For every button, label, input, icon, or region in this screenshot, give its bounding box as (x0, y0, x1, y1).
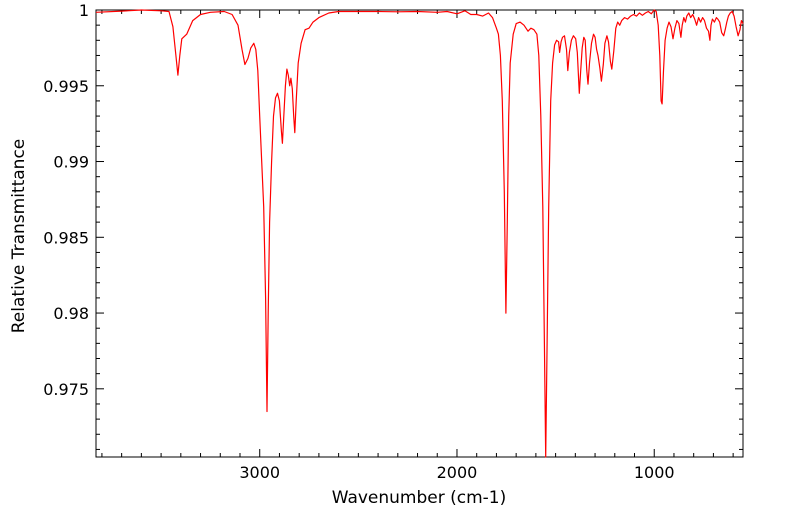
x-axis-title: Wavenumber (cm-1) (332, 488, 507, 508)
x-axis-ticks: 3000 2000 1000 (239, 10, 675, 482)
x-tick-label: 2000 (437, 463, 478, 482)
x-tick-label: 1000 (634, 463, 675, 482)
transmittance-series-line (95, 9, 744, 458)
minor-ticks (96, 10, 743, 457)
plot-frame (95, 9, 744, 458)
y-axis-title: Relative Transmittance (9, 139, 29, 334)
y-tick-label: 0.98 (53, 304, 89, 323)
y-axis-ticks: 1 0.995 0.99 0.985 0.98 0.975 (43, 1, 743, 399)
y-tick-label: 0.985 (43, 228, 89, 247)
y-tick-label: 1 (79, 1, 89, 20)
y-tick-label: 0.975 (43, 380, 89, 399)
y-tick-label: 0.99 (53, 153, 89, 172)
x-tick-label: 3000 (239, 463, 280, 482)
y-tick-label: 0.995 (43, 77, 89, 96)
